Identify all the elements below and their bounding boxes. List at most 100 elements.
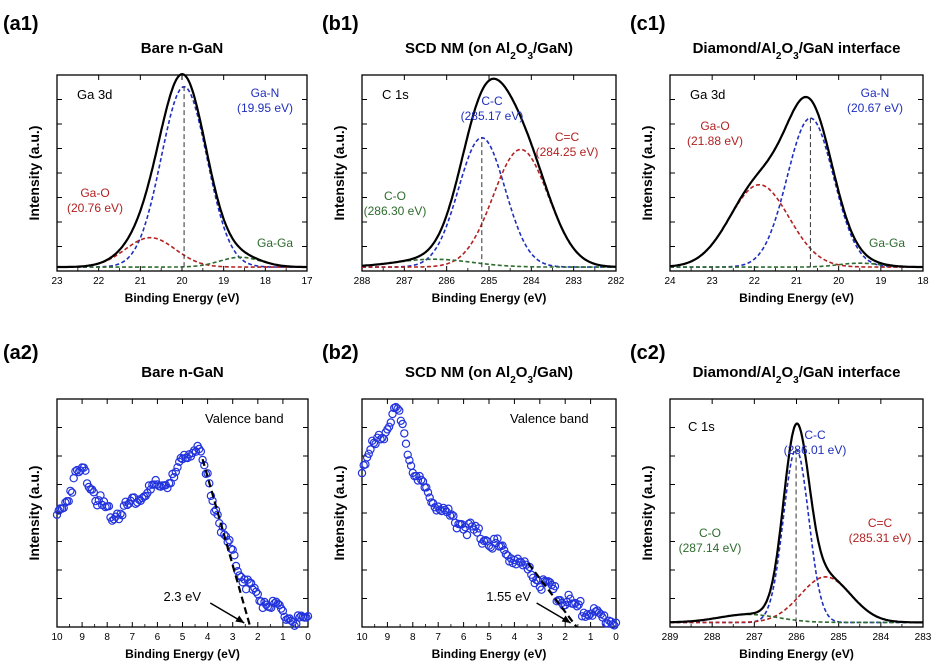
data-point [386, 418, 395, 427]
data-point [277, 604, 286, 613]
data-point [218, 522, 227, 532]
data-point [388, 409, 397, 419]
data-point [119, 501, 129, 510]
chart-title: Bare n-GaN [141, 364, 224, 381]
x-tick-label: 22 [749, 276, 761, 287]
x-tick-label: 8 [410, 632, 416, 643]
data-point [357, 468, 367, 478]
x-axis-title: Binding Energy (eV) [432, 647, 547, 661]
peak-energy-label: (286.01 eV) [784, 443, 847, 457]
chart-title: SCD NM (on Al2O3/GaN) [405, 364, 573, 386]
x-tick-label: 22 [93, 276, 105, 287]
peak-label: C-O [384, 189, 406, 203]
data-point [472, 528, 482, 537]
peak-label: C=C [555, 130, 580, 144]
panel-label: (b1) [322, 13, 359, 35]
data-point [498, 541, 507, 550]
peak-energy-label: (21.88 eV) [687, 134, 743, 148]
data-point [235, 571, 244, 580]
chart-title: Diamond/Al2O3/GaN interface [693, 364, 901, 386]
peak-label: Ga-O [80, 186, 109, 200]
data-point [290, 621, 299, 631]
core-level-label: Valence band [510, 411, 589, 426]
data-point [422, 483, 431, 492]
x-tick-label: 0 [613, 632, 619, 643]
data-point [196, 447, 206, 456]
data-point [366, 445, 375, 454]
data-point [89, 488, 99, 497]
x-tick-label: 1 [588, 632, 594, 643]
data-point [241, 585, 251, 594]
panel-a1: (a1) Bare n-GaN 23 22 21 20 19 18 17 Binding Ener… [3, 13, 313, 305]
core-level-label: Ga 3d [690, 87, 725, 102]
x-tick-label: 4 [512, 632, 518, 643]
peak-label: C-C [804, 428, 826, 442]
data-point [81, 466, 90, 475]
data-point [599, 611, 609, 620]
data-point [583, 610, 592, 619]
y-axis-title: Intensity (a.u.) [26, 126, 42, 221]
data-point [393, 404, 402, 413]
data-point [486, 543, 495, 552]
data-point [169, 473, 179, 482]
panel-label: (a1) [3, 13, 39, 35]
x-tick-label: 18 [260, 276, 272, 287]
peak-label: C-C [481, 94, 503, 108]
data-point [584, 611, 594, 620]
x-tick-label: 3 [230, 632, 236, 643]
x-tick-label: 285 [481, 276, 498, 287]
data-point [253, 589, 262, 599]
x-tick-label: 287 [746, 632, 763, 643]
x-tick-label: 284 [523, 276, 540, 287]
x-tick-label: 10 [51, 632, 63, 643]
x-tick-label: 283 [915, 632, 932, 643]
x-tick-label: 23 [51, 276, 63, 287]
data-point [205, 479, 214, 488]
x-tick-label: 3 [537, 632, 543, 643]
x-tick-label: 6 [461, 632, 467, 643]
envelope-curve [361, 77, 617, 268]
panel-b2: (b2)SCD NM (on Al2O3/GaN)10 9 8 7 6 5 4 3 2 1 0Bin… [322, 342, 621, 661]
x-tick-label: 283 [565, 276, 582, 287]
peak-energy-label: (284.25 eV) [536, 145, 599, 159]
x-tick-label: 8 [104, 632, 110, 643]
x-tick-label: 20 [176, 276, 188, 287]
chart-title: SCD NM (on Al2O3/GaN) [405, 40, 573, 62]
data-point [474, 524, 483, 533]
data-point [118, 511, 127, 520]
x-tick-label: 289 [662, 632, 679, 643]
peak-energy-label: (285.17 eV) [461, 109, 524, 123]
x-tick-label: 288 [704, 632, 721, 643]
panel-label: (c2) [630, 342, 666, 364]
x-tick-label: 288 [354, 276, 371, 287]
data-point [96, 491, 105, 500]
data-point [198, 455, 207, 465]
data-point [71, 467, 80, 476]
data-point [501, 550, 511, 559]
y-axis-title: Intensity (a.u.) [26, 466, 42, 561]
data-point [371, 439, 380, 449]
peak-label: C-O [699, 526, 721, 540]
panel-b1: (b1) SCD NM (on Al2O3/GaN) 288 287 286 285 284… [322, 13, 625, 305]
data-point [112, 509, 122, 518]
y-axis-title: Intensity (a.u.) [331, 126, 347, 221]
data-point [292, 619, 301, 629]
x-tick-label: 9 [385, 632, 391, 643]
x-tick-label: 287 [396, 276, 413, 287]
peak-cc-curve [670, 575, 923, 624]
x-tick-label: 19 [875, 276, 887, 287]
x-tick-label: 9 [79, 632, 85, 643]
x-axis-title: Binding Energy (eV) [739, 647, 854, 661]
data-point [151, 475, 160, 485]
data-point [270, 599, 279, 608]
data-point [447, 510, 456, 519]
x-tick-label: 18 [917, 276, 929, 287]
core-level-label: Valence band [205, 411, 284, 426]
data-point [66, 486, 75, 496]
envelope-curve [56, 72, 307, 269]
data-point [400, 429, 409, 438]
vbm-label: 1.55 eV [486, 589, 531, 604]
x-tick-label: 5 [180, 632, 186, 643]
x-tick-label: 10 [356, 632, 368, 643]
x-tick-label: 1 [280, 632, 286, 643]
